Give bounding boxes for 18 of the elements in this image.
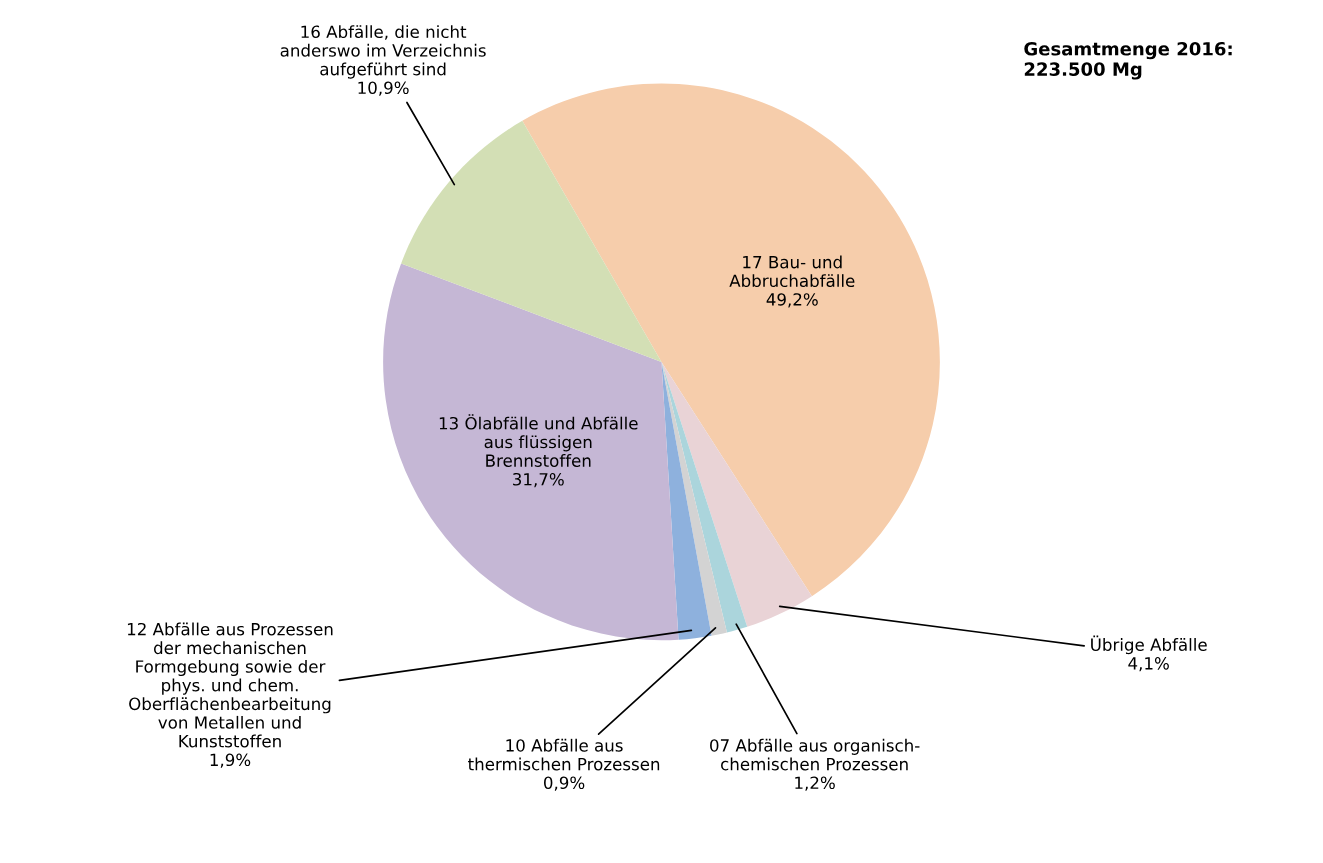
- slice-label: 17 Bau- und Abbruchabfälle: [729, 255, 855, 288]
- slice-label: 13 Ölabfälle und Abfälle aus flüssigen Brennstoffen: [439, 414, 638, 467]
- pie-slice: [383, 263, 679, 641]
- slice-label: 16 Abfälle, die nicht anderswo im Verzeichnis aufgeführt sind: [280, 25, 486, 79]
- slice-label: 12 Abfälle aus Prozessen der mechanischen Formgebung sowie der phys. und chem. Oberflächenbearbeitung von Metallen und Kunststoffen: [127, 622, 333, 748]
- data-label: 4,1%: [1128, 657, 1169, 672]
- slice-label: 10 Abfälle aus thermischen Prozessen: [468, 738, 660, 771]
- data-label: 1,9%: [210, 753, 251, 768]
- data-label: 49,2%: [766, 293, 818, 308]
- data-label: 0,9%: [543, 776, 585, 791]
- text: Gesamtmenge 2016: 223.500 Mg: [1024, 41, 1232, 80]
- slice-label: Übrige Abfälle: [1091, 635, 1207, 655]
- pie-slice: [661, 361, 812, 627]
- pie-slice: [401, 120, 662, 362]
- data-label: 1,2%: [795, 776, 835, 791]
- slice-label: 07 Abfälle aus organisch- chemischen Prozessen: [710, 738, 920, 771]
- data-label: 10,9%: [358, 81, 409, 96]
- data-label: 31,7%: [513, 472, 564, 488]
